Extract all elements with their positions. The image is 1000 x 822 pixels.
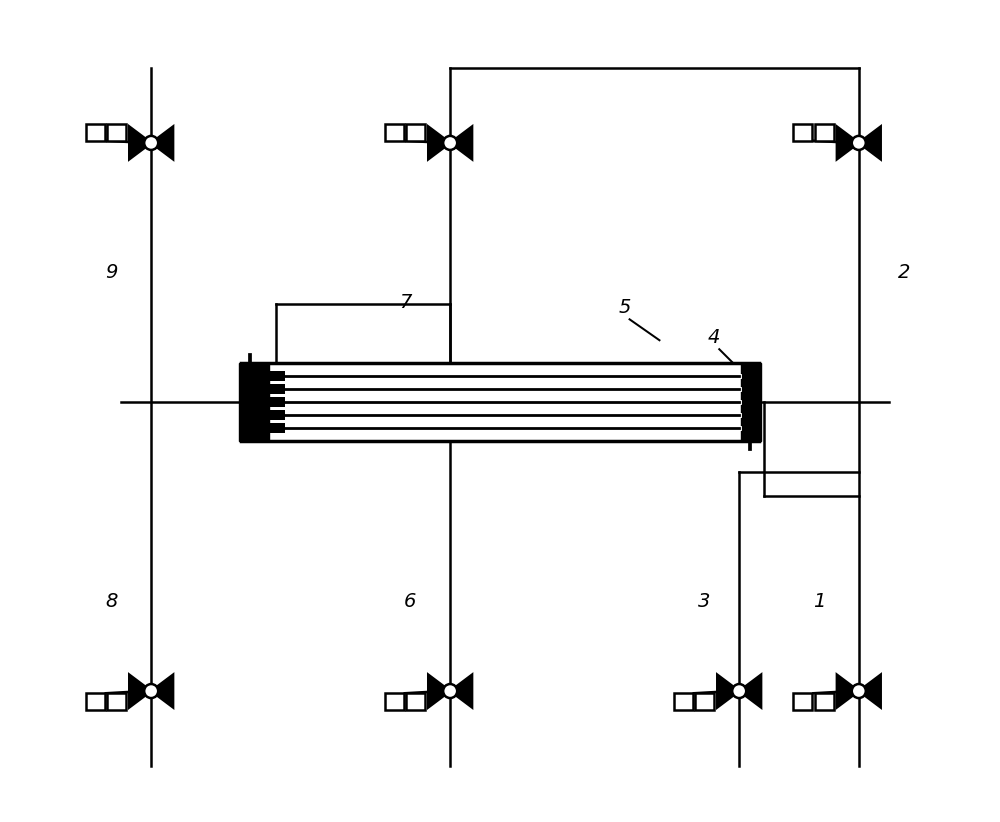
Polygon shape [428, 127, 450, 159]
Polygon shape [129, 675, 151, 708]
Bar [674, 693, 693, 710]
Polygon shape [450, 127, 472, 159]
Circle shape [443, 684, 457, 698]
Polygon shape [151, 675, 173, 708]
Polygon shape [129, 127, 151, 159]
Text: 9: 9 [105, 263, 118, 282]
Circle shape [144, 684, 158, 698]
Bar [86, 124, 105, 141]
Polygon shape [151, 127, 173, 159]
Bar [741, 363, 761, 441]
Polygon shape [837, 127, 859, 159]
Polygon shape [837, 675, 859, 708]
Polygon shape [717, 675, 739, 708]
Circle shape [443, 136, 457, 150]
Text: 4: 4 [708, 328, 720, 347]
Polygon shape [859, 675, 881, 708]
Bar [239, 363, 269, 441]
Bar [269, 372, 285, 381]
Bar [815, 693, 834, 710]
Text: 1: 1 [813, 592, 825, 611]
Polygon shape [739, 675, 761, 708]
Polygon shape [428, 675, 450, 708]
Bar [241, 363, 759, 441]
Bar [385, 124, 404, 141]
Polygon shape [450, 675, 472, 708]
Text: 7: 7 [399, 293, 412, 312]
Text: 3: 3 [698, 592, 710, 611]
Bar [385, 693, 404, 710]
Circle shape [852, 684, 866, 698]
Bar [815, 124, 834, 141]
Text: 2: 2 [897, 263, 910, 282]
Bar [86, 693, 105, 710]
Bar [269, 423, 285, 433]
Bar [406, 124, 425, 141]
Text: 6: 6 [404, 592, 416, 611]
Bar [269, 397, 285, 407]
Circle shape [852, 136, 866, 150]
Bar [695, 693, 714, 710]
Bar [793, 124, 812, 141]
Polygon shape [859, 127, 881, 159]
Bar [406, 693, 425, 710]
Circle shape [144, 136, 158, 150]
Bar [107, 693, 126, 710]
Circle shape [732, 684, 746, 698]
Bar [269, 384, 285, 394]
Text: 5: 5 [618, 298, 631, 316]
Text: 8: 8 [105, 592, 118, 611]
Bar [269, 410, 285, 420]
Bar [793, 693, 812, 710]
Bar [107, 124, 126, 141]
